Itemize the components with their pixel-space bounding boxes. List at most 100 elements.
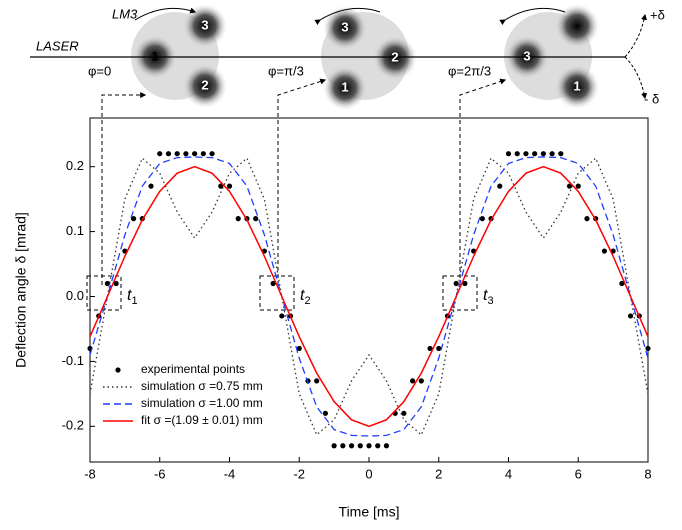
data-point [270, 280, 276, 287]
spot-label: 3 [341, 19, 348, 34]
y-tick-label: 0.1 [66, 223, 84, 238]
data-point [209, 151, 215, 157]
data-point [183, 151, 189, 157]
laser-label: LASER [36, 38, 79, 53]
spot [183, 64, 227, 108]
phase-label: φ=0 [88, 63, 111, 78]
data-point [296, 345, 302, 352]
y-tick-label: -0.2 [62, 418, 84, 433]
x-tick-label: 0 [365, 466, 372, 481]
arrow [624, 56, 648, 100]
data-point [627, 313, 634, 319]
y-tick-label: 0.0 [66, 288, 84, 303]
x-tick-label: 2 [435, 466, 442, 481]
x-tick-label: 8 [644, 466, 651, 481]
annotation: t2 [300, 287, 311, 307]
data-point [314, 378, 320, 384]
y-tick-label: 0.2 [66, 158, 84, 173]
data-point [218, 183, 224, 189]
data-point [174, 151, 180, 157]
annotation: t3 [483, 287, 494, 307]
data-point [104, 280, 111, 287]
data-point [523, 151, 529, 157]
minus-delta: - δ [644, 91, 659, 106]
spot [323, 66, 367, 110]
data-point [148, 183, 154, 189]
spot-label: 1 [341, 79, 348, 94]
data-point [331, 443, 337, 449]
legend-label: fit σ =(1.09 ± 0.01) mm [141, 413, 263, 427]
x-tick-label: 6 [575, 466, 582, 481]
guide-arrow [101, 92, 147, 285]
annotation-text: t [483, 287, 488, 304]
data-point [619, 280, 625, 287]
data-point [436, 345, 442, 352]
y-axis-label: Deflection angle δ [mrad] [13, 212, 29, 368]
data-point [453, 280, 459, 287]
annotation: t1 [127, 287, 138, 307]
data-point [366, 443, 372, 449]
x-tick-label: -4 [224, 466, 236, 481]
legend-label: simulation σ =0.75 mm [141, 379, 263, 393]
data-point [505, 151, 512, 157]
data-point [165, 151, 172, 157]
x-tick-label: -8 [84, 466, 96, 481]
data-point [357, 443, 363, 449]
data-point [584, 216, 590, 222]
data-point [322, 410, 329, 416]
annotation-sub: 3 [487, 295, 493, 307]
guide-arrow [459, 78, 507, 285]
guides [86, 78, 507, 311]
data-point [479, 216, 485, 222]
data-point [113, 280, 119, 287]
data-point [157, 151, 163, 157]
data-point [427, 345, 433, 352]
data-point [375, 443, 381, 449]
data-point [409, 378, 416, 384]
spot-label: 2 [201, 77, 208, 92]
spot [555, 4, 599, 48]
y-tick-label: -0.1 [62, 353, 84, 368]
data-point [645, 345, 651, 352]
data-point [279, 313, 285, 319]
spot [373, 36, 417, 80]
x-tick-label: -2 [293, 466, 305, 481]
arrow [499, 7, 566, 26]
x-tick-label: 4 [505, 466, 512, 481]
data-point [558, 151, 564, 157]
data-point [226, 183, 233, 189]
guide-arrow [277, 78, 327, 285]
x-axis-label: Time [ms] [339, 504, 400, 520]
legend-label: simulation σ =1.00 mm [141, 396, 263, 410]
data-point [575, 183, 581, 189]
data-point [532, 151, 538, 157]
lm-label: LM3 [112, 6, 138, 21]
spot [323, 6, 367, 50]
plus-delta: +δ [650, 7, 665, 22]
spot-label: 1 [573, 78, 580, 93]
spot-label: 1 [151, 48, 158, 63]
data-point [497, 183, 503, 189]
data-point [566, 183, 573, 189]
series-line [89, 157, 649, 436]
plot-frame [89, 117, 649, 463]
data-point [192, 151, 198, 157]
data-point [601, 248, 608, 254]
phase-label: φ=2π/3 [448, 63, 491, 78]
data-point [130, 216, 137, 222]
data-point [514, 151, 520, 157]
spot-labels: 1 3 2 3 2 1 3 1 [151, 17, 580, 94]
data-point [418, 378, 424, 384]
annotation-text: t [127, 287, 132, 304]
spot-label: 3 [523, 48, 530, 63]
data-point [340, 443, 346, 449]
spot [555, 65, 599, 109]
disks [131, 4, 599, 110]
annotation-sub: 1 [131, 295, 137, 307]
arrow [624, 13, 647, 58]
phase-label: φ=π/3 [268, 63, 304, 78]
data-point [348, 443, 355, 449]
arrow [314, 7, 381, 26]
data-point [235, 216, 241, 222]
